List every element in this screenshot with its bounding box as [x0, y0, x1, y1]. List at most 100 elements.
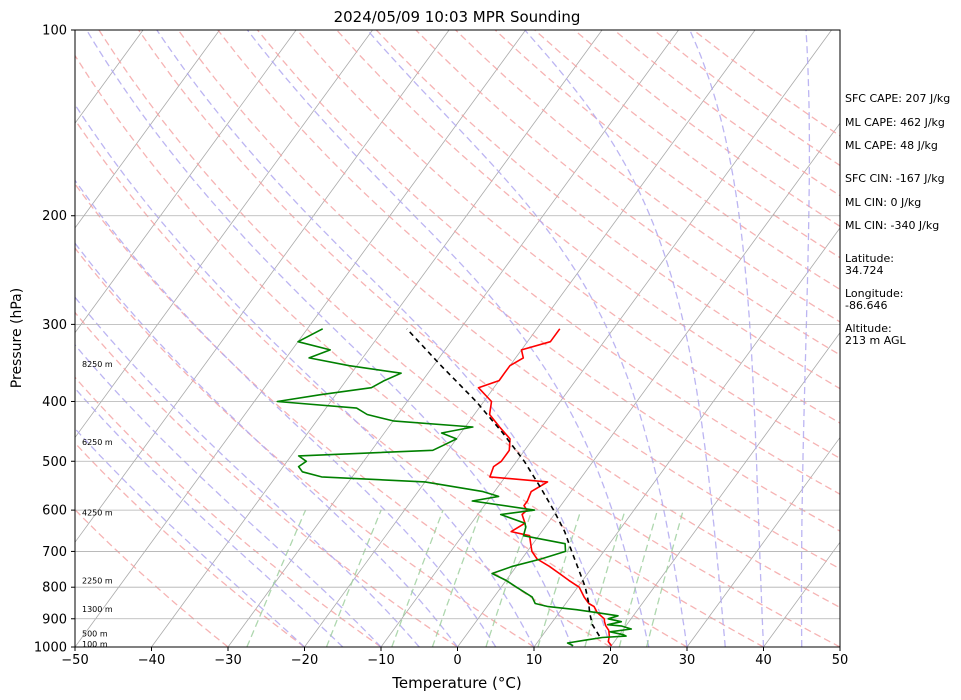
dry-adiabat-line: [336, 30, 840, 424]
temperature-profile-line: [477, 328, 613, 647]
moist-adiabat-line: [156, 30, 612, 647]
info-ml-cape-2: ML CAPE: 48 J/kg: [845, 139, 938, 152]
x-tick-label: 20: [602, 653, 619, 668]
isotherm-line: [380, 30, 832, 647]
isotherm-line: [610, 332, 840, 647]
info-altitude-value: 213 m AGL: [845, 334, 907, 347]
info-longitude-label: Longitude:: [845, 287, 903, 300]
height-label: 2250 m: [82, 576, 113, 585]
isotherm-line: [75, 30, 297, 334]
dewpoint-profile-line: [276, 328, 633, 647]
dry-adiabat-line: [75, 376, 382, 647]
moist-adiabat-line: [86, 30, 573, 647]
height-label: 4250 m: [82, 508, 113, 517]
height-labels: 100 m 500 m 1300 m 2250 m 4250 m 6250 m 8250 m: [82, 360, 113, 649]
moist-adiabat-line: [75, 242, 459, 647]
info-altitude-label: Altitude:: [845, 322, 892, 335]
dry-adiabat-line: [98, 30, 840, 647]
x-tick-label: −40: [138, 653, 165, 668]
chart-title: 2024/05/09 10:03 MPR Sounding: [334, 8, 581, 26]
dry-adiabat-line: [256, 30, 840, 495]
dry-adiabat-line: [75, 247, 535, 647]
isotherm-line: [304, 30, 756, 647]
mixing-ratio-line: [246, 509, 307, 647]
dry-adiabat-line: [415, 30, 840, 356]
dry-adiabat-line: [177, 30, 840, 570]
y-tick-label: 1000: [34, 641, 67, 656]
isotherm-line: [763, 541, 840, 647]
moist-adiabat-line: [800, 30, 811, 647]
height-label: 500 m: [82, 629, 108, 638]
isotherm-line: [227, 30, 679, 647]
y-tick-label: 600: [42, 504, 67, 519]
dry-adiabat-line: [75, 182, 611, 647]
y-tick-label: 100: [42, 24, 67, 39]
y-axis-label: Pressure (hPa): [9, 288, 25, 388]
y-tick-label: 700: [42, 545, 67, 560]
moist-adiabat-line: [75, 296, 420, 647]
isotherm-line: [151, 30, 603, 647]
x-tick-label: 30: [679, 653, 696, 668]
mixing-ratio-line: [485, 509, 533, 647]
parcel-profile-line: [406, 328, 601, 637]
background-lines: [75, 30, 840, 647]
x-tick-label: −30: [214, 653, 241, 668]
x-tick-label: −20: [291, 653, 318, 668]
dry-adiabat-line: [75, 508, 229, 647]
series-layer: [276, 328, 633, 647]
mixing-ratio-line: [584, 509, 626, 647]
dry-adiabat-line: [217, 30, 840, 532]
dry-adiabat-line: [375, 30, 840, 390]
dry-adiabat-line: [75, 442, 305, 647]
x-tick-label: −50: [61, 653, 88, 668]
y-axis: 100 200 300 400 500 600 700 800 900 1000: [34, 24, 75, 656]
moist-adiabat-line: [366, 30, 688, 647]
dry-adiabat-line: [296, 30, 840, 460]
y-tick-label: 800: [42, 581, 67, 596]
mixing-ratio-line: [645, 509, 684, 647]
info-latitude-label: Latitude:: [845, 252, 894, 265]
x-tick-label: −10: [367, 653, 394, 668]
isotherm-line: [75, 30, 526, 647]
x-tick-label: 40: [755, 653, 772, 668]
x-tick-label: 10: [526, 653, 543, 668]
x-axis: −50 −40 −30 −20 −10 0 10 20 30 40 50: [61, 647, 848, 668]
moist-adiabat-line: [246, 30, 650, 647]
info-longitude-value: -86.646: [845, 299, 887, 312]
info-sfc-cape: SFC CAPE: 207 J/kg: [845, 92, 950, 105]
dry-adiabat-line: [455, 30, 840, 323]
info-ml-cin-2: ML CIN: -340 J/kg: [845, 219, 939, 232]
moist-adiabat-line: [689, 30, 765, 647]
mixing-ratio-line: [537, 509, 582, 647]
moist-adiabat-line: [75, 343, 382, 647]
y-tick-label: 900: [42, 612, 67, 627]
x-axis-label: Temperature (°C): [391, 674, 521, 692]
isotherm-line: [457, 122, 840, 647]
mixing-ratio-line: [325, 509, 382, 647]
moist-adiabat-line: [75, 427, 305, 647]
height-label: 8250 m: [82, 360, 113, 369]
isotherm-line: [75, 30, 373, 439]
mixing-ratio-line: [431, 509, 483, 647]
info-ml-cin: ML CIN: 0 J/kg: [845, 196, 921, 209]
height-label: 100 m: [82, 640, 108, 649]
y-tick-label: 500: [42, 455, 67, 470]
x-tick-label: 50: [832, 653, 849, 668]
height-label: 1300 m: [82, 605, 113, 614]
dry-adiabat-line: [494, 30, 840, 291]
moist-adiabat-line: [75, 387, 344, 647]
moist-adiabat-line: [524, 30, 726, 647]
isotherm-line: [533, 227, 840, 647]
mixing-ratio-line: [391, 509, 444, 647]
y-tick-label: 200: [42, 209, 67, 224]
dry-adiabat-line: [75, 54, 764, 647]
isotherm-line: [75, 30, 220, 229]
isotherm-line: [686, 436, 840, 647]
dry-adiabat-line: [138, 30, 840, 609]
info-panel: SFC CAPE: 207 J/kg ML CAPE: 462 J/kg ML …: [845, 92, 950, 347]
height-label: 6250 m: [82, 438, 113, 447]
x-tick-label: 0: [453, 653, 461, 668]
y-tick-label: 400: [42, 395, 67, 410]
isotherm-line: [75, 30, 450, 543]
